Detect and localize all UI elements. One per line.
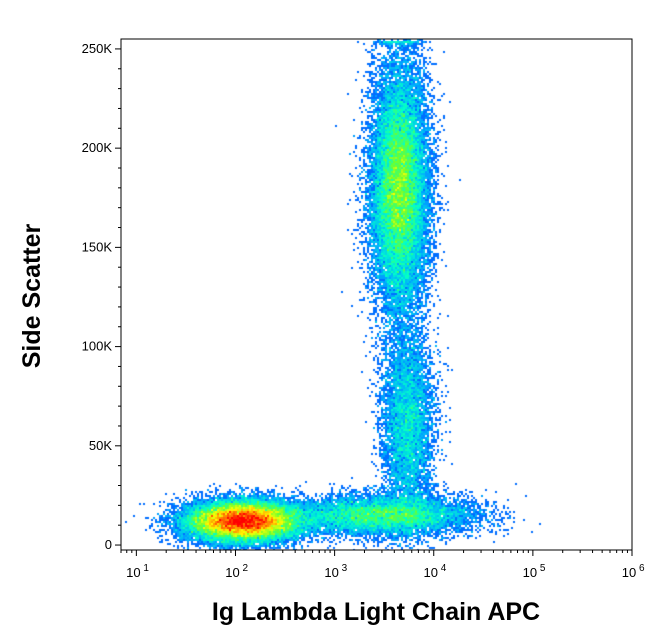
y-tick-label: 150K xyxy=(82,239,113,254)
y-tick-label: 50K xyxy=(89,438,112,453)
x-tick-label: 10 xyxy=(424,565,438,580)
x-tick-exponent: 3 xyxy=(342,563,348,574)
x-tick-exponent: 5 xyxy=(540,563,546,574)
x-tick-label: 10 xyxy=(225,565,239,580)
y-tick-label: 200K xyxy=(82,140,113,155)
y-tick-label: 250K xyxy=(82,41,113,56)
y-axis-title: Side Scatter xyxy=(18,223,46,368)
x-tick-label: 10 xyxy=(324,565,338,580)
x-tick-exponent: 6 xyxy=(639,563,645,574)
x-tick-exponent: 1 xyxy=(143,563,149,574)
plot-frame xyxy=(120,38,633,551)
density-plot-area xyxy=(121,39,632,550)
y-axis: 0 50K 100K 150K 200K 250K xyxy=(82,41,121,552)
y-tick-label: 0 xyxy=(105,537,112,552)
x-axis: 10 1 10 2 10 3 10 4 10 5 10 6 xyxy=(120,550,645,580)
x-tick-exponent: 2 xyxy=(242,563,248,574)
x-tick-label: 10 xyxy=(523,565,537,580)
x-tick-exponent: 4 xyxy=(441,563,447,574)
x-tick-label: 10 xyxy=(126,565,140,580)
y-tick-label: 100K xyxy=(82,339,113,354)
x-axis-title: Ig Lambda Light Chain APC xyxy=(212,598,540,626)
x-tick-label: 10 xyxy=(622,565,636,580)
